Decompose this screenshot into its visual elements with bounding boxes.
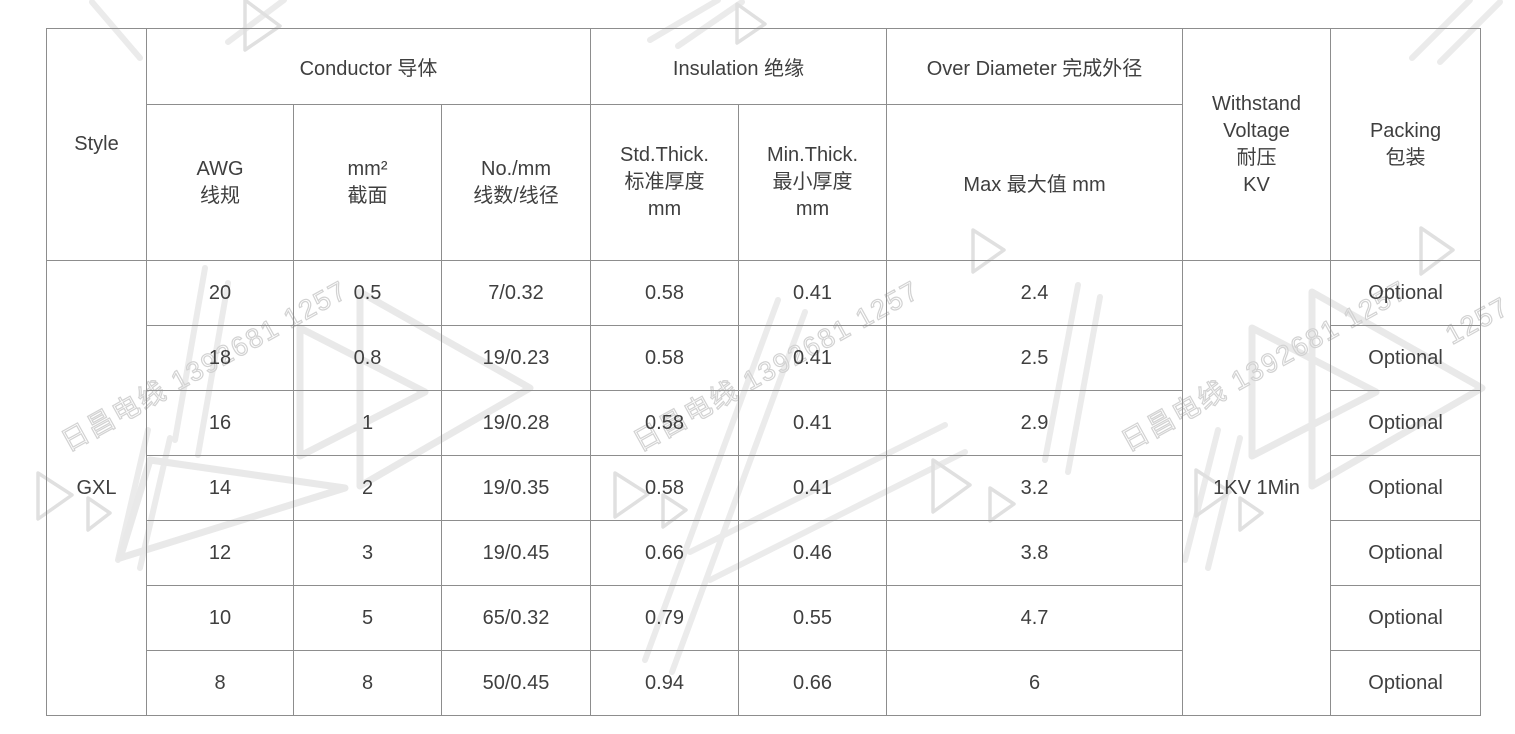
table-body: GXL 20 0.5 7/0.32 0.58 0.41 2.4 1KV 1Min Optiona… <box>46 260 1482 716</box>
awg-cell: 8 <box>146 650 294 716</box>
table-row: GXL 20 0.5 7/0.32 0.58 0.41 2.4 1KV 1Min Optiona… <box>46 260 1482 716</box>
packing-cell: Optional <box>1330 585 1482 651</box>
no-mm-cell: 7/0.32 <box>441 260 591 326</box>
no-mm-cell: 65/0.32 <box>441 585 591 651</box>
packing-cell: Optional <box>1330 650 1482 716</box>
awg-cell: 18 <box>146 325 294 391</box>
min-thick-cell: 0.66 <box>737 650 888 716</box>
min-thick-cell: 0.41 <box>737 390 888 456</box>
table-header: Style Conductor 导体 Insulation 绝缘 Over Di… <box>46 28 1482 261</box>
awg-cell: 12 <box>146 520 294 586</box>
min-thick-cell: 0.41 <box>737 260 888 326</box>
packing-cell: Optional <box>1330 260 1482 326</box>
max-cell: 4.7 <box>886 585 1184 651</box>
min-thick-cell: 0.55 <box>737 585 888 651</box>
style-value-cell: GXL <box>46 260 147 716</box>
table-row: 14 2 19/0.35 0.58 0.41 3.2 Optional <box>47 455 1482 521</box>
packing-cell: Optional <box>1330 325 1482 391</box>
max-cell: 2.9 <box>886 390 1184 456</box>
header-mm2: mm² 截面 <box>293 104 442 261</box>
table-row: 12 3 19/0.45 0.66 0.46 3.8 Optional <box>47 520 1482 586</box>
header-style: Style <box>46 28 147 261</box>
awg-cell: 14 <box>146 455 294 521</box>
std-thick-cell: 0.58 <box>590 260 739 326</box>
min-thick-cell: 0.41 <box>737 325 888 391</box>
header-group-over-diameter: Over Diameter 完成外径 <box>886 28 1184 105</box>
header-group-insulation: Insulation 绝缘 <box>589 28 888 105</box>
no-mm-cell: 19/0.35 <box>441 455 591 521</box>
header-no-mm: No./mm 线数/线径 <box>441 104 591 261</box>
header-std-thick: Std.Thick. 标准厚度 mm <box>590 104 739 261</box>
max-cell: 2.4 <box>886 260 1184 326</box>
table-row: 10 5 65/0.32 0.79 0.55 4.7 Optional <box>47 585 1482 651</box>
max-cell: 2.5 <box>886 325 1184 391</box>
std-thick-cell: 0.79 <box>590 585 739 651</box>
std-thick-cell: 0.58 <box>590 390 739 456</box>
mm2-cell: 5 <box>293 585 442 651</box>
header-awg: AWG 线规 <box>146 104 294 261</box>
packing-cell: Optional <box>1330 390 1482 456</box>
header-max: Max 最大值 mm <box>886 104 1184 261</box>
table-row: 8 8 50/0.45 0.94 0.66 6 Optional <box>47 650 1482 716</box>
std-thick-cell: 0.58 <box>590 455 739 521</box>
mm2-cell: 0.5 <box>293 260 442 326</box>
header-withstand-voltage: Withstand Voltage 耐压 KV <box>1182 28 1332 261</box>
header-group-conductor: Conductor 导体 <box>146 28 591 105</box>
max-cell: 6 <box>886 650 1184 716</box>
no-mm-cell: 19/0.23 <box>441 325 591 391</box>
withstand-value-cell: 1KV 1Min <box>1182 260 1332 716</box>
mm2-cell: 3 <box>293 520 442 586</box>
no-mm-cell: 50/0.45 <box>441 650 591 716</box>
spec-table: Style Conductor 导体 Insulation 绝缘 Over Di… <box>46 28 1482 716</box>
mm2-cell: 2 <box>293 455 442 521</box>
mm2-cell: 8 <box>293 650 442 716</box>
header-row-subcolumns: AWG 线规 mm² 截面 No./mm 线数/线径 Std.Thick. 标准… <box>47 104 1481 261</box>
awg-cell: 10 <box>146 585 294 651</box>
no-mm-cell: 19/0.28 <box>441 390 591 456</box>
mm2-cell: 1 <box>293 390 442 456</box>
table-row: 16 1 19/0.28 0.58 0.41 2.9 Optional <box>47 390 1482 456</box>
header-min-thick: Min.Thick. 最小厚度 mm <box>737 104 888 261</box>
mm2-cell: 0.8 <box>293 325 442 391</box>
header-packing: Packing 包装 <box>1330 28 1482 261</box>
std-thick-cell: 0.58 <box>590 325 739 391</box>
packing-cell: Optional <box>1330 455 1482 521</box>
packing-cell: Optional <box>1330 520 1482 586</box>
std-thick-cell: 0.66 <box>590 520 739 586</box>
header-row-groups: Style Conductor 导体 Insulation 绝缘 Over Di… <box>46 28 1482 261</box>
max-cell: 3.2 <box>886 455 1184 521</box>
min-thick-cell: 0.46 <box>737 520 888 586</box>
awg-cell: 20 <box>146 260 294 326</box>
awg-cell: 16 <box>146 390 294 456</box>
min-thick-cell: 0.41 <box>737 455 888 521</box>
std-thick-cell: 0.94 <box>590 650 739 716</box>
max-cell: 3.8 <box>886 520 1184 586</box>
no-mm-cell: 19/0.45 <box>441 520 591 586</box>
